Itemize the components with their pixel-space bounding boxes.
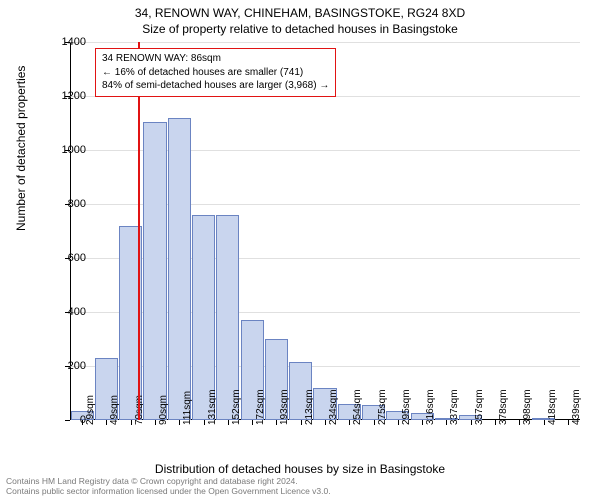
y-tick-label: 1000 [62,144,86,156]
x-tick [301,420,302,425]
x-tick-label: 378sqm [498,389,509,425]
info-box-larger-stat: 84% of semi-detached houses are larger (… [102,79,329,93]
chart-title-sub: Size of property relative to detached ho… [0,20,600,36]
histogram-bar [168,118,191,420]
x-tick [374,420,375,425]
x-tick [325,420,326,425]
x-tick [252,420,253,425]
x-tick [349,420,350,425]
x-tick [276,420,277,425]
chart-plot-area: 29sqm49sqm70sqm90sqm111sqm131sqm152sqm17… [70,42,580,420]
y-tick-label: 1200 [62,90,86,102]
y-tick-label: 800 [68,198,86,210]
footer-line-2: Contains public sector information licen… [6,486,331,497]
x-tick [228,420,229,425]
x-tick [179,420,180,425]
x-tick-label: 439sqm [571,389,582,425]
x-tick [398,420,399,425]
property-size-marker-line [138,42,140,420]
x-tick [422,420,423,425]
x-tick [568,420,569,425]
y-tick-label: 600 [68,252,86,264]
y-tick-label: 0 [80,414,86,426]
x-tick [446,420,447,425]
x-tick [155,420,156,425]
x-tick [204,420,205,425]
info-box-title: 34 RENOWN WAY: 86sqm [102,52,329,66]
footer-attribution: Contains HM Land Registry data © Crown c… [6,476,331,497]
chart-title-main: 34, RENOWN WAY, CHINEHAM, BASINGSTOKE, R… [0,0,600,20]
info-box-smaller-stat: ← 16% of detached houses are smaller (74… [102,66,329,80]
x-tick [519,420,520,425]
x-tick [131,420,132,425]
footer-line-1: Contains HM Land Registry data © Crown c… [6,476,331,487]
x-tick [471,420,472,425]
y-tick-label: 400 [68,306,86,318]
x-axis-title: Distribution of detached houses by size … [0,462,600,476]
y-tick-label: 200 [68,360,86,372]
x-tick-label: 357sqm [474,389,485,425]
x-tick [544,420,545,425]
x-tick [106,420,107,425]
histogram-bar [143,122,166,420]
x-tick [495,420,496,425]
y-tick-label: 1400 [62,36,86,48]
gridline [70,42,580,43]
property-info-box: 34 RENOWN WAY: 86sqm← 16% of detached ho… [95,48,336,97]
y-tick [65,420,70,421]
y-axis-title: Number of detached properties [14,66,28,231]
x-tick-label: 418sqm [547,389,558,425]
